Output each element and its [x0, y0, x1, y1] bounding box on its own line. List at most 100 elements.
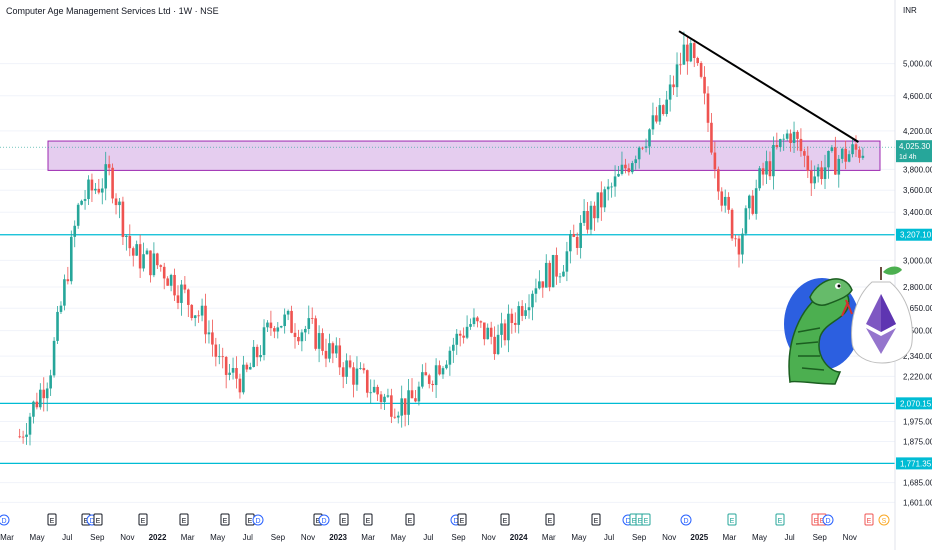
event-marker-badge — [775, 513, 785, 526]
candle-body — [410, 390, 414, 399]
candle-body — [417, 386, 421, 402]
candle-body — [606, 186, 610, 190]
candle-body — [300, 332, 304, 342]
candle-body — [156, 253, 159, 266]
event-marker[interactable]: E — [641, 513, 651, 526]
candle-body — [651, 115, 655, 130]
event-marker-label: E — [867, 518, 872, 525]
event-marker[interactable]: D — [252, 514, 264, 526]
event-marker[interactable]: E — [339, 513, 349, 526]
event-marker[interactable]: E — [138, 513, 148, 526]
candle-body — [359, 368, 362, 369]
candle-body — [204, 305, 207, 335]
event-marker[interactable]: D — [318, 514, 330, 526]
candle-body — [507, 313, 510, 341]
candle-body — [114, 198, 118, 206]
logo-snake-body — [788, 288, 850, 385]
candle-body — [252, 346, 255, 367]
candle-body — [538, 281, 541, 289]
candle-body — [503, 323, 507, 341]
candle-body — [648, 129, 651, 147]
event-marker[interactable]: E — [864, 513, 874, 526]
current-price-label: 4,025.30 — [899, 142, 931, 151]
event-marker-label: E — [408, 518, 413, 525]
candle-body — [111, 167, 114, 199]
x-tick-label: Mar — [0, 533, 14, 542]
candle-body — [18, 436, 21, 438]
event-marker-label: E — [503, 518, 508, 525]
event-marker[interactable]: S — [878, 514, 890, 526]
candle-body — [482, 322, 486, 340]
event-marker[interactable]: E — [727, 513, 737, 526]
candle-body — [765, 161, 768, 175]
event-marker[interactable]: D — [0, 514, 10, 526]
event-marker-label: E — [96, 518, 101, 525]
event-marker-badge — [138, 513, 148, 526]
x-tick-label: Sep — [90, 533, 105, 542]
candle-body — [248, 366, 252, 370]
event-marker[interactable]: E — [220, 513, 230, 526]
candle-body — [142, 254, 145, 269]
x-tick-label: 2022 — [149, 533, 167, 542]
price-axis[interactable]: 5,000.00 4,600.00 4,200.00 3,800.00 3,600.00… — [894, 0, 932, 550]
event-marker-label: D — [683, 518, 688, 525]
candle-body — [513, 322, 517, 325]
candle-body — [589, 205, 593, 230]
candle-body — [758, 168, 761, 189]
event-marker-label: E — [50, 518, 55, 525]
event-marker-label: E — [820, 518, 825, 525]
y-tick-label: 2,500.00 — [903, 327, 932, 336]
event-marker[interactable]: D — [680, 514, 692, 526]
candle-body — [407, 390, 410, 415]
horizontal-levels: 3,207.10 2,070.15 1,771.35 4,025.30 1d 4h — [0, 140, 932, 470]
event-marker[interactable]: E — [775, 513, 785, 526]
candle-body — [500, 323, 503, 335]
candle-body — [692, 43, 696, 58]
time-axis[interactable]: Mar May Jul Sep Nov 2022 Mar May Jul Sep Nov 2023 Ma… — [0, 533, 857, 542]
candle-body — [813, 176, 816, 184]
candle-body — [335, 345, 338, 354]
candle-body — [854, 144, 858, 150]
candle-body — [207, 332, 211, 335]
x-tick-label: Sep — [813, 533, 828, 542]
event-marker[interactable]: E — [457, 513, 467, 526]
candle-body — [565, 251, 569, 272]
candle-body — [661, 105, 665, 115]
event-marker[interactable]: E — [545, 513, 555, 526]
event-marker[interactable]: D — [822, 514, 834, 526]
chart-title: Computer Age Management Services Ltd · 1… — [6, 6, 219, 16]
price-zone — [47, 140, 881, 171]
candle-body — [25, 434, 28, 437]
y-tick-label: 3,000.00 — [903, 256, 932, 265]
event-marker[interactable]: E — [93, 513, 103, 526]
candle-body — [593, 205, 596, 219]
candle-body — [789, 133, 792, 143]
x-tick-label: 2025 — [690, 533, 708, 542]
candle-body — [231, 368, 235, 373]
candle-body — [73, 225, 77, 237]
candle-body — [45, 388, 49, 399]
event-marker[interactable]: E — [405, 513, 415, 526]
candle-body — [569, 234, 572, 252]
y-tick-label: 1,685.00 — [903, 479, 932, 488]
candle-body — [803, 151, 806, 156]
y-tick-label: 3,600.00 — [903, 186, 932, 195]
candle-body — [49, 375, 52, 389]
candle-body — [517, 306, 521, 325]
event-marker[interactable]: E — [179, 513, 189, 526]
event-marker[interactable]: E — [47, 513, 57, 526]
x-tick-label: Jul — [604, 533, 614, 542]
candle-body — [624, 164, 627, 169]
candle-body — [541, 281, 545, 288]
x-tick-label: 2024 — [510, 533, 528, 542]
candle-body — [121, 201, 125, 238]
x-tick-label: Mar — [361, 533, 375, 542]
event-marker[interactable]: E — [363, 513, 373, 526]
event-marker[interactable]: E — [500, 513, 510, 526]
event-marker-label: D — [321, 518, 326, 525]
event-marker[interactable]: E — [591, 513, 601, 526]
event-marker-label: E — [632, 518, 637, 525]
